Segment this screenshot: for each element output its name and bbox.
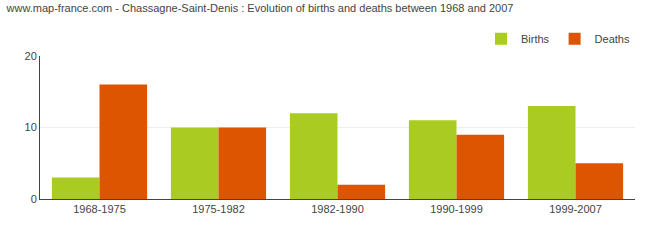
- svg-text:www.map-france.com - Chassagne: www.map-france.com - Chassagne-Saint-Den…: [6, 2, 514, 14]
- svg-text:Deaths: Deaths: [595, 33, 630, 45]
- svg-text:0: 0: [31, 193, 37, 205]
- svg-text:1975-1982: 1975-1982: [192, 203, 245, 215]
- svg-text:Births: Births: [521, 33, 550, 45]
- svg-text:1990-1999: 1990-1999: [430, 203, 483, 215]
- svg-text:10: 10: [25, 121, 37, 133]
- svg-text:1982-1990: 1982-1990: [311, 203, 364, 215]
- svg-text:20: 20: [25, 50, 37, 62]
- svg-text:1999-2007: 1999-2007: [549, 203, 602, 215]
- svg-text:1968-1975: 1968-1975: [73, 203, 126, 215]
